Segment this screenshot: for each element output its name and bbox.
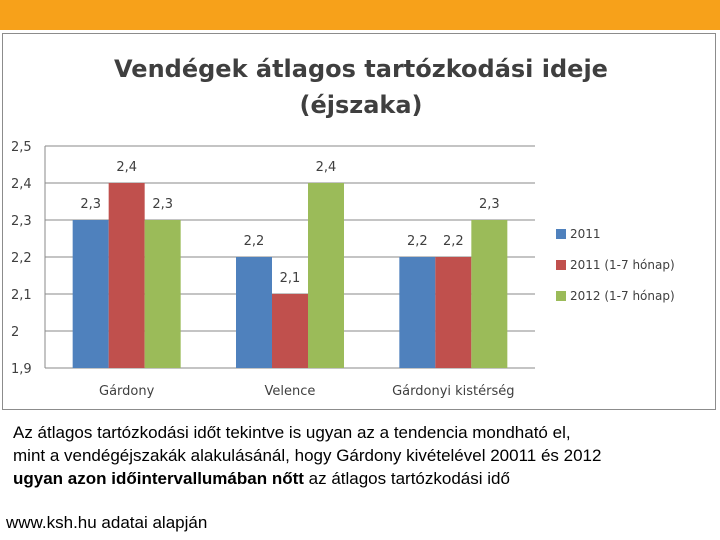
legend-label: 2011 (570, 227, 601, 241)
y-tick-label: 2,5 (11, 140, 32, 155)
bar (435, 257, 472, 368)
bar (399, 257, 436, 368)
data-label: 2,3 (152, 197, 173, 212)
source-note: www.ksh.hu adatai alapján (6, 513, 208, 532)
chart-title-line-1: Vendégek átlagos tartózkodási ideje (114, 55, 608, 83)
legend-swatch (556, 291, 566, 301)
y-tick-label: 1,9 (11, 362, 32, 377)
bar (308, 183, 344, 368)
y-tick-label: 2,1 (11, 288, 32, 303)
data-label: 2,2 (443, 234, 464, 249)
bar-chart: Vendégek átlagos tartózkodási ideje (éjs… (11, 55, 675, 399)
chart-title-line-2: (éjszaka) (299, 91, 422, 119)
y-tick-label: 2,4 (11, 177, 32, 192)
top-accent-bar (0, 0, 720, 30)
caption-line-1: Az átlagos tartózkodási időt tekintve is… (13, 423, 571, 442)
legend-swatch (556, 260, 566, 270)
data-label: 2,4 (316, 160, 337, 175)
y-tick-label: 2,3 (11, 214, 32, 229)
data-label: 2,3 (479, 197, 500, 212)
category-label: Velence (265, 384, 316, 399)
bar (272, 294, 308, 368)
caption-text: Az átlagos tartózkodási időt tekintve is… (13, 421, 713, 490)
y-tick-label: 2,2 (11, 251, 32, 266)
bar (471, 220, 508, 368)
caption-line-2: mint a vendégéjszakák alakulásánál, hogy… (13, 446, 602, 465)
caption-bold-phrase: ugyan azon időintervallumában nőtt (13, 469, 304, 488)
bar (236, 257, 272, 368)
data-label: 2,3 (80, 197, 101, 212)
category-label: Gárdony (99, 384, 155, 399)
bar (108, 183, 145, 368)
legend-swatch (556, 229, 566, 239)
data-label: 2,4 (116, 160, 137, 175)
data-label: 2,1 (280, 271, 301, 286)
bar (72, 220, 109, 368)
caption-line-3: ugyan azon időintervallumában nőtt az át… (13, 467, 713, 490)
category-label: Gárdonyi kistérség (392, 384, 514, 399)
chart-frame: Vendégek átlagos tartózkodási ideje (éjs… (2, 33, 716, 410)
legend-label: 2012 (1-7 hónap) (570, 289, 675, 303)
legend-label: 2011 (1-7 hónap) (570, 258, 675, 272)
y-tick-label: 2 (11, 325, 19, 340)
data-label: 2,2 (244, 234, 265, 249)
bar (144, 220, 181, 368)
caption-line-3-rest: az átlagos tartózkodási idő (303, 469, 510, 488)
data-label: 2,2 (407, 234, 428, 249)
